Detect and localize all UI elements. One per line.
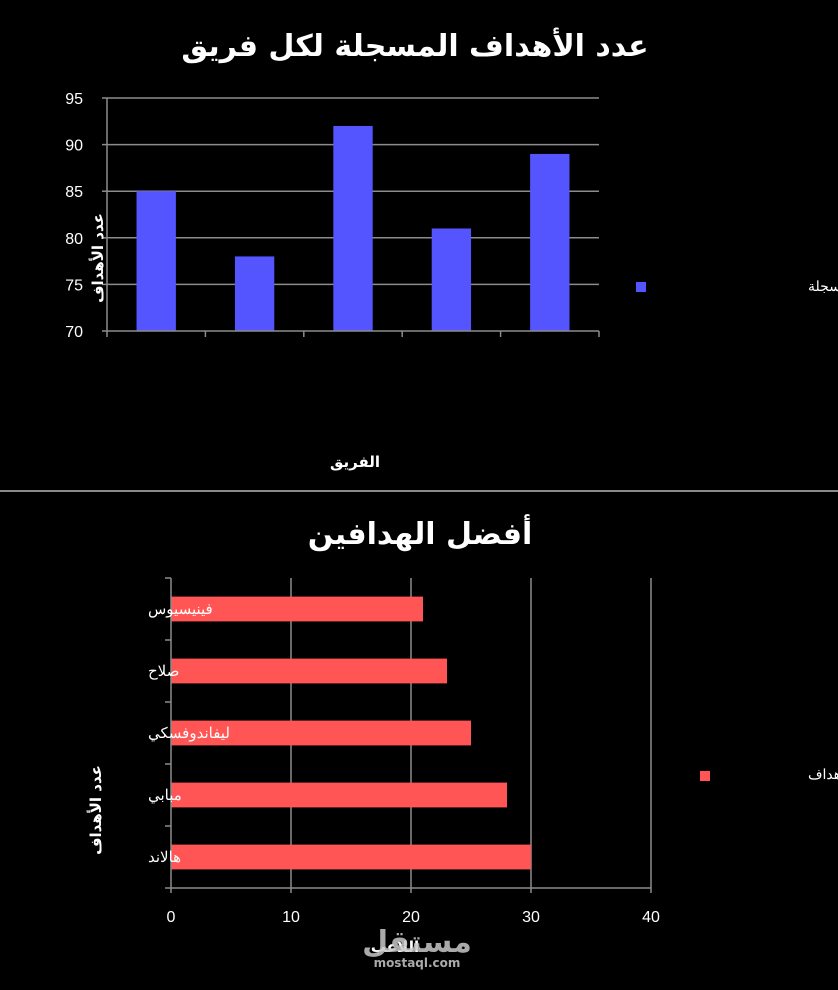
x-tick-label: 0: [167, 909, 176, 926]
axes: [102, 97, 600, 337]
watermark: مستقل mostaql.com: [362, 925, 472, 970]
chart-title: أفضل الهدافين: [308, 514, 533, 552]
x-tick-label: 40: [642, 909, 660, 926]
axes: [165, 577, 652, 893]
bar: [530, 153, 570, 331]
watermark-url: mostaql.com: [374, 956, 461, 970]
legend-swatch: [700, 771, 710, 781]
y-tick-label: 80: [65, 231, 83, 248]
chart-title: عدد الأهداف المسجلة لكل فريق: [181, 27, 648, 64]
bar: [171, 782, 507, 808]
category-label: ليفاندوفسكي: [148, 725, 230, 742]
x-axis-label: اللاعب: [371, 938, 419, 956]
legend: عدد الأهداف المسجلة: [636, 277, 838, 294]
y-axis-label: عدد الأهداف: [89, 213, 107, 303]
bar: [333, 125, 373, 332]
category-label: هالاند: [148, 849, 181, 866]
bar: [171, 596, 423, 622]
bar: [431, 228, 472, 331]
bar: [136, 191, 176, 331]
y-tick-label: 95: [65, 91, 83, 108]
legend-label: عدد الأهداف المسجلة: [808, 277, 838, 294]
chart-top-scorers: أفضل الهدافين 0 10 20 30 40 فينيسيوس صلاح ليفا…: [0, 492, 838, 990]
category-label: مبابي: [148, 787, 182, 804]
x-tick-labels: 0 10 20 30 40: [167, 909, 660, 926]
x-axis-label: الفريق: [330, 453, 380, 471]
y-axis-label: عدد الأهداف: [87, 765, 105, 855]
bar: [234, 256, 275, 331]
y-tick-label: 70: [65, 324, 83, 341]
category-label: فينيسيوس: [148, 601, 213, 618]
y-tick-label: 90: [65, 138, 83, 155]
top-scorers-bar-chart: أفضل الهدافين 0 10 20 30 40 فينيسيوس صلاح ليفا…: [87, 514, 838, 970]
bar: [171, 658, 447, 684]
bars: [171, 596, 531, 870]
x-tick-label: 10: [282, 909, 300, 926]
bars: [136, 125, 570, 332]
legend-swatch: [636, 282, 646, 292]
y-tick-label: 85: [65, 184, 83, 201]
chart-team-goals: عدد الأهداف المسجلة لكل فريق 70 75 80 85 90 9…: [0, 0, 838, 492]
legend: عدد الأهداف: [700, 765, 838, 782]
category-label: صلاح: [148, 663, 179, 680]
x-tick-label: 30: [522, 909, 540, 926]
team-goals-bar-chart: عدد الأهداف المسجلة لكل فريق 70 75 80 85 90 9…: [65, 27, 838, 471]
y-tick-labels: 70 75 80 85 90 95: [65, 91, 83, 341]
bar: [171, 844, 531, 870]
y-category-labels: فينيسيوس صلاح ليفاندوفسكي مبابي هالاند: [148, 601, 230, 866]
legend-label: عدد الأهداف: [808, 765, 838, 782]
bar: [171, 720, 471, 746]
y-tick-label: 75: [65, 277, 83, 294]
x-tick-label: 20: [402, 909, 420, 926]
watermark-logo: مستقل: [362, 925, 472, 960]
